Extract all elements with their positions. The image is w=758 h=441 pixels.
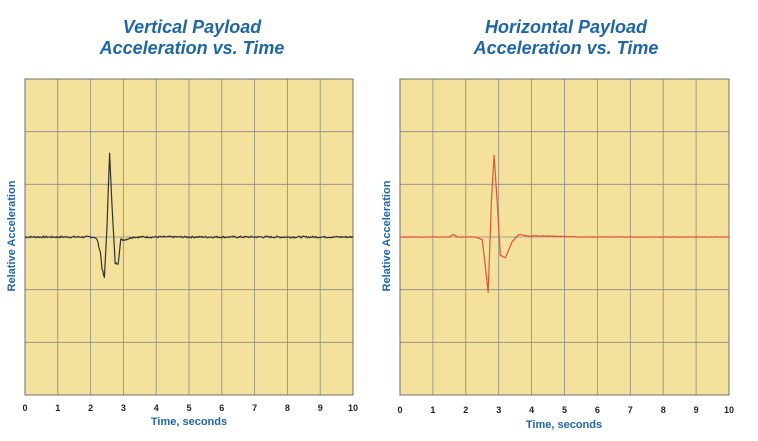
vertical-chart-title: Vertical Payload Acceleration vs. Time: [22, 17, 362, 59]
horizontal-chart-title-line1: Horizontal Payload: [484, 17, 648, 37]
horizontal-x-tick-label: 7: [628, 405, 633, 415]
horizontal-x-tick-label: 10: [724, 405, 734, 415]
vertical-x-tick-label: 9: [318, 403, 323, 413]
vertical-x-tick-label: 2: [88, 403, 93, 413]
vertical-x-tick-label: 1: [55, 403, 60, 413]
horizontal-x-axis-label: Time, seconds: [526, 419, 602, 431]
vertical-x-tick-label: 7: [252, 403, 257, 413]
horizontal-chart-title-line2: Acceleration vs. Time: [473, 38, 659, 58]
vertical-x-tick-label: 8: [285, 403, 290, 413]
vertical-x-axis-label: Time, seconds: [151, 416, 227, 428]
vertical-acceleration-series-line: [24, 152, 354, 278]
vertical-x-tick-label: 0: [22, 403, 27, 413]
horizontal-x-tick-label: 0: [397, 405, 402, 415]
vertical-x-tick-label: 4: [154, 403, 159, 413]
horizontal-x-tick-label: 8: [661, 405, 666, 415]
horizontal-x-tick-label: 4: [529, 405, 534, 415]
vertical-chart-title-line1: Vertical Payload: [122, 17, 262, 37]
horizontal-x-tick-label: 2: [463, 405, 468, 415]
horizontal-x-tick-label: 9: [694, 405, 699, 415]
vertical-acceleration-chart: Relative Acceleration Time, seconds 0 1 2 3…: [6, 78, 358, 428]
vertical-x-tick-label: 6: [219, 403, 224, 413]
horizontal-acceleration-chart: Relative Acceleration Time, seconds 0 1 2 3…: [381, 78, 734, 431]
horizontal-acceleration-series-line: [399, 154, 730, 293]
vertical-x-tick-label: 10: [348, 403, 358, 413]
horizontal-chart-title: Horizontal Payload Acceleration vs. Time: [396, 17, 736, 59]
vertical-y-axis-label: Relative Acceleration: [6, 180, 18, 291]
horizontal-x-tick-label: 1: [430, 405, 435, 415]
horizontal-x-tick-label: 5: [562, 405, 567, 415]
vertical-x-tick-label: 3: [121, 403, 126, 413]
horizontal-x-tick-label: 6: [595, 405, 600, 415]
horizontal-x-tick-label: 3: [496, 405, 501, 415]
horizontal-y-axis-label: Relative Acceleration: [381, 180, 393, 291]
vertical-x-tick-label: 5: [186, 403, 191, 413]
vertical-chart-title-line2: Acceleration vs. Time: [99, 38, 285, 58]
